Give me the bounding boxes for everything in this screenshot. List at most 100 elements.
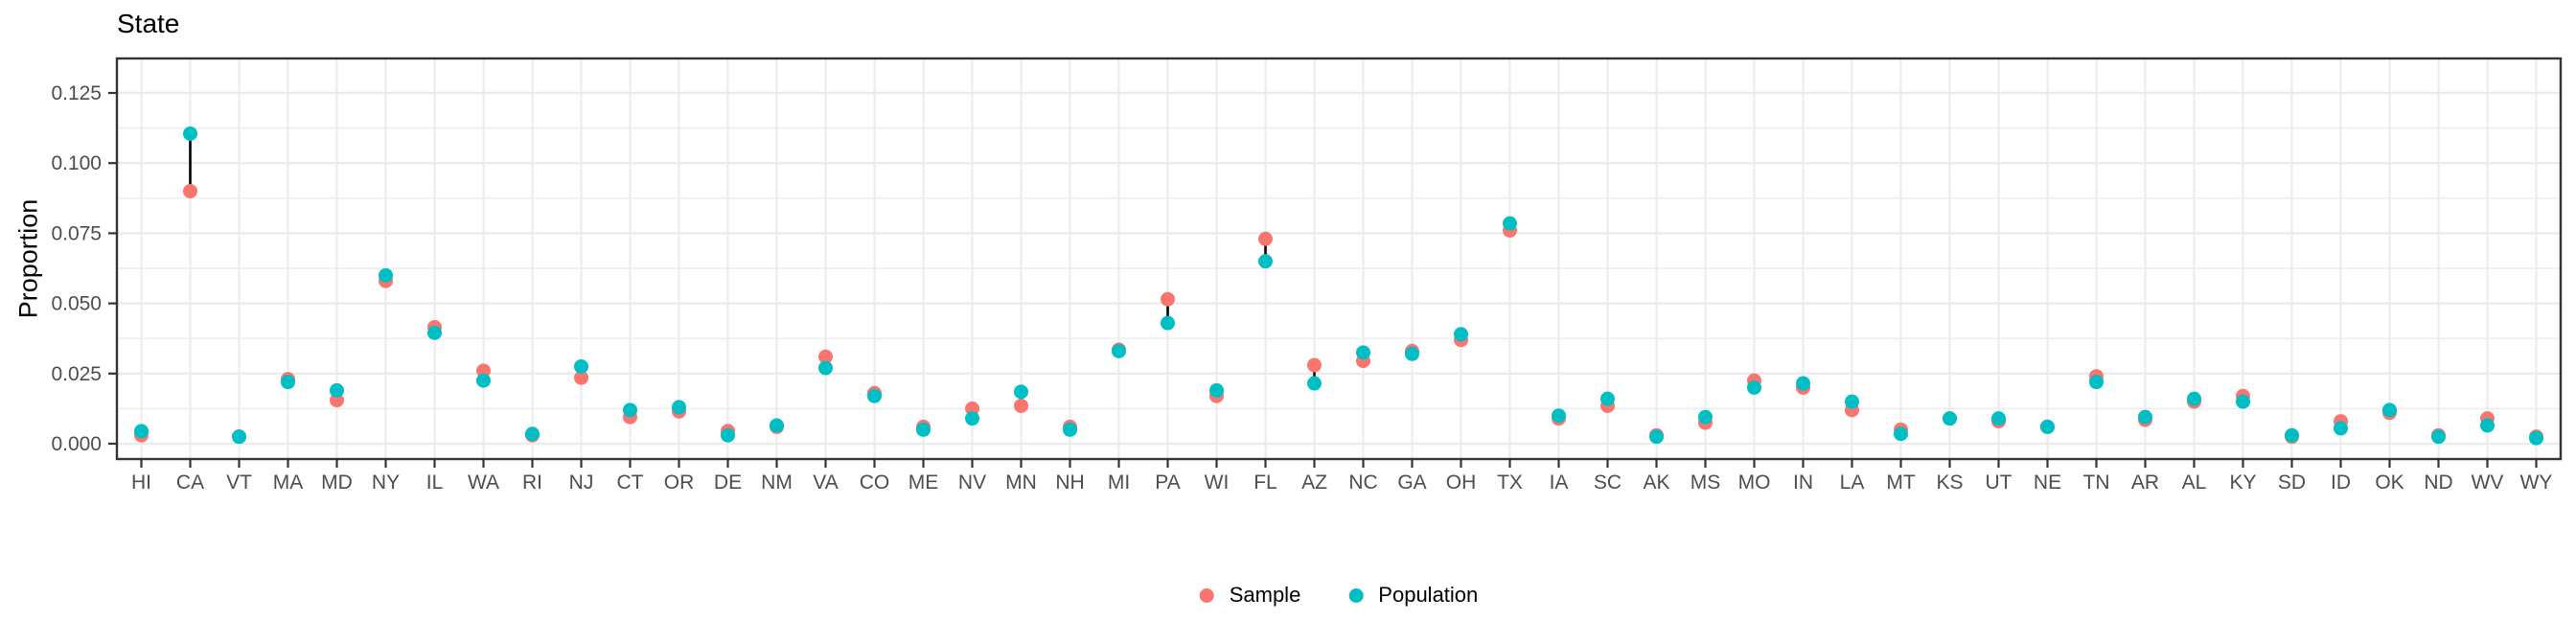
data-point-population xyxy=(281,375,295,390)
x-tick-label: WV xyxy=(2472,472,2504,494)
y-tick-label: 0.075 xyxy=(51,222,102,244)
data-point-population xyxy=(1063,422,1077,437)
x-tick-label: CT xyxy=(617,472,644,494)
x-tick-label: TX xyxy=(1497,472,1523,494)
data-point-population xyxy=(1600,391,1615,406)
data-point-population xyxy=(623,402,637,418)
data-point-population xyxy=(574,358,588,374)
data-point-population xyxy=(476,373,491,388)
data-point-population xyxy=(2089,375,2104,390)
data-point-population xyxy=(965,411,979,426)
x-tick-label: IL xyxy=(426,472,444,494)
x-tick-label: OK xyxy=(2375,472,2404,494)
y-tick-label: 0.125 xyxy=(51,82,102,104)
data-point-population xyxy=(916,422,931,437)
data-point-population xyxy=(818,360,833,376)
data-point-population xyxy=(2334,421,2348,436)
data-point-population xyxy=(183,126,197,141)
data-point-population xyxy=(1894,426,1908,442)
x-tick-label: NY xyxy=(372,472,400,494)
x-tick-label: WI xyxy=(1205,472,1230,494)
data-point-sample xyxy=(1161,291,1175,307)
x-tick-label: OH xyxy=(1446,472,1477,494)
x-tick-label: ME xyxy=(908,472,939,494)
x-tick-label: RI xyxy=(522,472,542,494)
data-point-population xyxy=(2285,427,2299,443)
x-tick-label: LA xyxy=(1840,472,1865,494)
data-point-population xyxy=(2431,429,2446,445)
data-point-population xyxy=(1356,345,1370,360)
data-point-population xyxy=(1014,384,1028,400)
chart-title: State xyxy=(117,9,180,38)
data-point-population xyxy=(770,418,784,433)
y-tick-label: 0.050 xyxy=(51,293,102,315)
data-point-sample xyxy=(574,370,588,385)
x-tick-label: KY xyxy=(2229,472,2256,494)
x-tick-label: UT xyxy=(1986,472,2012,494)
legend-label-population: Population xyxy=(1378,583,1479,607)
x-tick-label: IA xyxy=(1550,472,1569,494)
x-tick-label: NH xyxy=(1055,472,1084,494)
x-tick-label: PA xyxy=(1155,472,1180,494)
x-tick-label: VA xyxy=(813,472,838,494)
data-point-sample xyxy=(965,401,979,416)
data-point-population xyxy=(1405,346,1419,361)
data-point-population xyxy=(1943,411,1957,426)
x-tick-label: SC xyxy=(1594,472,1622,494)
x-tick-label: MS xyxy=(1690,472,1721,494)
x-tick-label: NV xyxy=(958,472,986,494)
panel-border xyxy=(115,57,2563,461)
data-point-sample xyxy=(1307,357,1322,373)
data-point-population xyxy=(379,267,393,283)
data-point-population xyxy=(1112,343,1126,358)
x-tick-label: NE xyxy=(2034,472,2061,494)
x-tick-label: MI xyxy=(1108,472,1130,494)
data-point-sample xyxy=(1014,398,1028,413)
x-tick-label: VT xyxy=(226,472,252,494)
data-point-population xyxy=(721,427,735,443)
data-point-population xyxy=(1747,380,1761,395)
x-tick-label: MO xyxy=(1738,472,1771,494)
data-point-sample xyxy=(1258,231,1273,246)
x-tick-label: WA xyxy=(468,472,499,494)
x-tick-label: NM xyxy=(761,472,793,494)
data-point-population xyxy=(232,429,246,445)
x-tick-label: CA xyxy=(176,472,204,494)
data-point-population xyxy=(330,382,344,398)
x-tick-label: KS xyxy=(1936,472,1963,494)
data-point-population xyxy=(2382,402,2397,418)
x-tick-label: AK xyxy=(1643,472,1669,494)
x-tick-label: GA xyxy=(1397,472,1426,494)
data-point-population xyxy=(2187,391,2201,406)
data-point-population xyxy=(1552,408,1566,424)
legend-label-sample: Sample xyxy=(1229,583,1301,607)
x-tick-label: AR xyxy=(2131,472,2159,494)
data-point-population xyxy=(1845,394,1859,409)
x-tick-label: MA xyxy=(273,472,304,494)
data-point-population xyxy=(1698,409,1713,425)
data-point-population xyxy=(1796,376,1810,391)
x-tick-label: WY xyxy=(2520,472,2553,494)
data-point-population xyxy=(2480,418,2495,433)
data-point-population xyxy=(1454,327,1468,342)
x-tick-label: SD xyxy=(2278,472,2306,494)
data-point-population xyxy=(1161,315,1175,331)
x-tick-label: AL xyxy=(2182,472,2207,494)
x-tick-label: AZ xyxy=(1301,472,1327,494)
data-point-population xyxy=(1209,382,1224,398)
x-tick-label: MN xyxy=(1005,472,1037,494)
data-point-population xyxy=(2236,394,2250,409)
data-point-population xyxy=(1503,216,1517,231)
x-tick-label: HI xyxy=(131,472,151,494)
x-tick-label: IN xyxy=(1793,472,1813,494)
x-tick-label: FL xyxy=(1254,472,1277,494)
legend: Sample Population xyxy=(1199,583,1478,608)
data-point-population xyxy=(525,426,540,442)
data-point-population xyxy=(2138,409,2152,425)
legend-item-population: Population xyxy=(1348,583,1478,608)
x-tick-label: NJ xyxy=(569,472,594,494)
data-point-population xyxy=(1991,411,2006,426)
y-tick-label: 0.100 xyxy=(51,152,102,174)
